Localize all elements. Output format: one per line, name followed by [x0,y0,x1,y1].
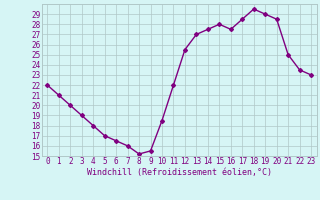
X-axis label: Windchill (Refroidissement éolien,°C): Windchill (Refroidissement éolien,°C) [87,168,272,177]
